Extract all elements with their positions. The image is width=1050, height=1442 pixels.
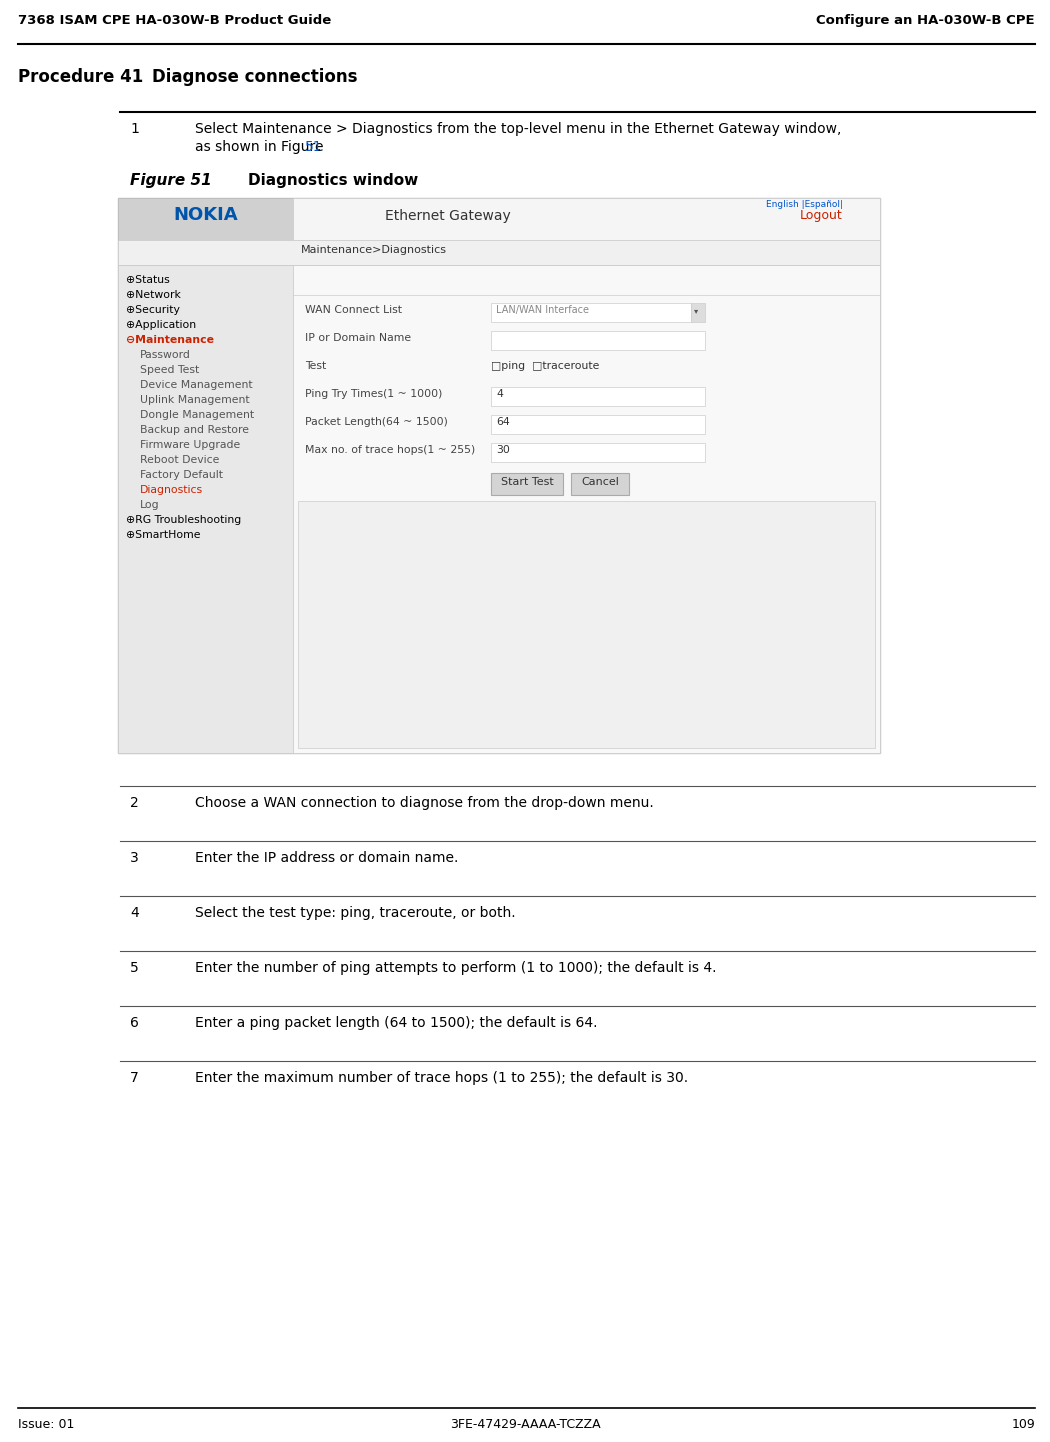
Text: Cancel: Cancel (581, 477, 618, 487)
Text: 1: 1 (130, 123, 139, 136)
Text: Ping Try Times(1 ~ 1000): Ping Try Times(1 ~ 1000) (304, 389, 442, 399)
FancyBboxPatch shape (298, 500, 875, 748)
Text: 51: 51 (304, 140, 322, 154)
Text: Factory Default: Factory Default (140, 470, 223, 480)
Text: Select Maintenance > Diagnostics from the top-level menu in the Ethernet Gateway: Select Maintenance > Diagnostics from th… (195, 123, 841, 136)
Text: .: . (317, 140, 321, 154)
Text: ⊕Application: ⊕Application (126, 320, 196, 330)
Text: Maintenance>Diagnostics: Maintenance>Diagnostics (301, 245, 447, 255)
Text: 2: 2 (130, 796, 139, 810)
Text: 3FE-47429-AAAA-TCZZA: 3FE-47429-AAAA-TCZZA (449, 1417, 601, 1430)
Text: 6: 6 (130, 1017, 139, 1030)
Text: English |Español|: English |Español| (766, 200, 843, 209)
Text: Start Test: Start Test (501, 477, 553, 487)
FancyBboxPatch shape (118, 198, 880, 753)
FancyBboxPatch shape (491, 415, 705, 434)
Text: ▾: ▾ (694, 306, 698, 314)
Text: Enter the number of ping attempts to perform (1 to 1000); the default is 4.: Enter the number of ping attempts to per… (195, 960, 716, 975)
Text: Diagnose connections: Diagnose connections (152, 68, 357, 87)
Text: Procedure 41: Procedure 41 (18, 68, 143, 87)
Text: WAN Connect List: WAN Connect List (304, 306, 402, 314)
FancyBboxPatch shape (691, 303, 705, 322)
Text: Choose a WAN connection to diagnose from the drop-down menu.: Choose a WAN connection to diagnose from… (195, 796, 654, 810)
Text: Issue: 01: Issue: 01 (18, 1417, 75, 1430)
FancyBboxPatch shape (118, 198, 293, 239)
Text: NOKIA: NOKIA (173, 206, 237, 224)
FancyBboxPatch shape (571, 473, 629, 495)
FancyBboxPatch shape (491, 473, 563, 495)
Text: Diagnostics window: Diagnostics window (248, 173, 418, 187)
Text: 109: 109 (1011, 1417, 1035, 1430)
FancyBboxPatch shape (293, 198, 880, 239)
Text: ⊕SmartHome: ⊕SmartHome (126, 531, 201, 539)
Text: □ping  □traceroute: □ping □traceroute (491, 360, 600, 371)
Text: Firmware Upgrade: Firmware Upgrade (140, 440, 240, 450)
Text: LAN/WAN Interface: LAN/WAN Interface (496, 306, 589, 314)
Text: Max no. of trace hops(1 ~ 255): Max no. of trace hops(1 ~ 255) (304, 446, 476, 456)
FancyBboxPatch shape (293, 265, 880, 753)
Text: 7368 ISAM CPE HA-030W-B Product Guide: 7368 ISAM CPE HA-030W-B Product Guide (18, 14, 331, 27)
FancyBboxPatch shape (491, 386, 705, 407)
Text: Ethernet Gateway: Ethernet Gateway (385, 209, 511, 224)
Text: Enter the IP address or domain name.: Enter the IP address or domain name. (195, 851, 459, 865)
Text: Select the test type: ping, traceroute, or both.: Select the test type: ping, traceroute, … (195, 906, 516, 920)
Text: 7: 7 (130, 1071, 139, 1084)
Text: Diagnostics: Diagnostics (140, 485, 203, 495)
FancyBboxPatch shape (491, 332, 705, 350)
Text: 3: 3 (130, 851, 139, 865)
Text: Backup and Restore: Backup and Restore (140, 425, 249, 435)
Text: IP or Domain Name: IP or Domain Name (304, 333, 412, 343)
Text: Password: Password (140, 350, 191, 360)
Text: Test: Test (304, 360, 327, 371)
FancyBboxPatch shape (491, 443, 705, 461)
Text: ⊕Security: ⊕Security (126, 306, 180, 314)
Text: ⊖Maintenance: ⊖Maintenance (126, 335, 214, 345)
Text: 4: 4 (130, 906, 139, 920)
Text: Packet Length(64 ~ 1500): Packet Length(64 ~ 1500) (304, 417, 448, 427)
Text: 30: 30 (496, 446, 510, 456)
Text: as shown in Figure: as shown in Figure (195, 140, 328, 154)
Text: Device Management: Device Management (140, 381, 253, 389)
Text: Configure an HA-030W-B CPE: Configure an HA-030W-B CPE (817, 14, 1035, 27)
Text: Uplink Management: Uplink Management (140, 395, 250, 405)
Text: ⊕Network: ⊕Network (126, 290, 181, 300)
FancyBboxPatch shape (118, 265, 293, 753)
Text: 4: 4 (496, 389, 503, 399)
Text: Log: Log (140, 500, 160, 510)
Text: 64: 64 (496, 417, 509, 427)
Text: Reboot Device: Reboot Device (140, 456, 219, 464)
FancyBboxPatch shape (118, 239, 880, 265)
Text: Logout: Logout (800, 209, 843, 222)
Text: 5: 5 (130, 960, 139, 975)
Text: Enter the maximum number of trace hops (1 to 255); the default is 30.: Enter the maximum number of trace hops (… (195, 1071, 688, 1084)
Text: ⊕RG Troubleshooting: ⊕RG Troubleshooting (126, 515, 242, 525)
Text: Enter a ping packet length (64 to 1500); the default is 64.: Enter a ping packet length (64 to 1500);… (195, 1017, 597, 1030)
FancyBboxPatch shape (491, 303, 691, 322)
Text: Dongle Management: Dongle Management (140, 410, 254, 420)
Text: ⊕Status: ⊕Status (126, 275, 170, 286)
Text: Figure 51: Figure 51 (130, 173, 212, 187)
Text: Speed Test: Speed Test (140, 365, 200, 375)
